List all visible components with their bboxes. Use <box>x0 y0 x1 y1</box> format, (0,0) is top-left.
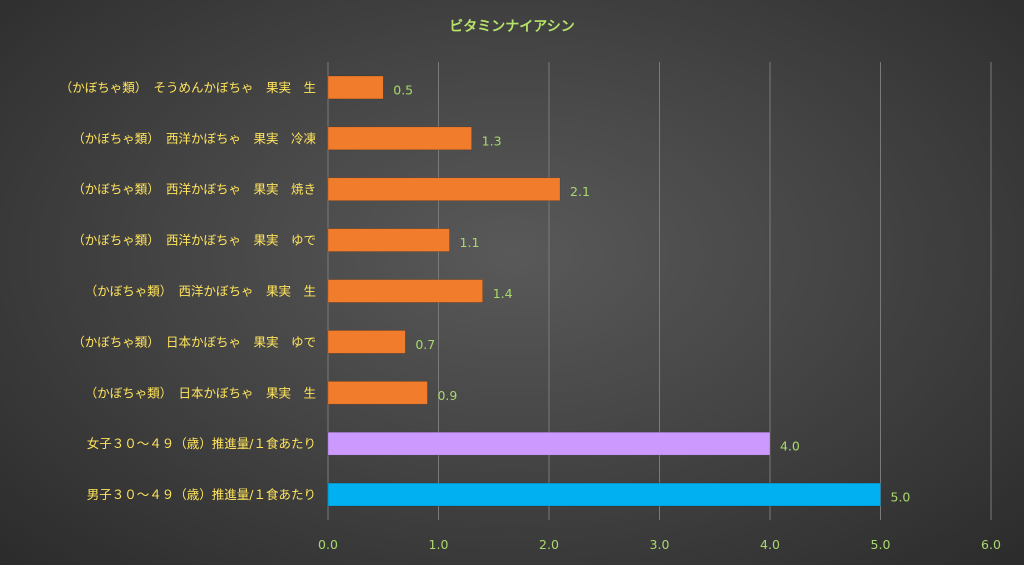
x-tick-label: 4.0 <box>760 537 780 552</box>
data-label: 2.1 <box>570 184 590 199</box>
bar <box>327 381 428 405</box>
bars <box>327 75 881 507</box>
category-labels: （かぼちゃ類） そうめんかぼちゃ 果実 生 （かぼちゃ類） 西洋かぼちゃ 果実 冷… <box>60 80 317 502</box>
x-tick-labels: 0.0 1.0 2.0 3.0 4.0 5.0 6.0 <box>318 537 1001 552</box>
bar <box>327 228 450 252</box>
category-label: （かぼちゃ類） 西洋かぼちゃ 果実 ゆで <box>72 233 316 248</box>
category-label: （かぼちゃ類） そうめんかぼちゃ 果実 生 <box>60 80 316 95</box>
bar <box>327 177 561 201</box>
bar <box>327 482 881 507</box>
category-label: （かぼちゃ類） 西洋かぼちゃ 果実 冷凍 <box>72 131 316 146</box>
bar <box>327 126 472 151</box>
x-tick-label: 6.0 <box>981 537 1001 552</box>
data-label: 0.7 <box>415 337 435 352</box>
category-label: （かぼちゃ類） 日本かぼちゃ 果実 ゆで <box>72 334 316 349</box>
bar <box>327 431 771 456</box>
bar <box>327 330 406 354</box>
chart-title: ビタミンナイアシン <box>449 19 574 35</box>
x-tick-label: 0.0 <box>318 537 338 552</box>
data-label: 0.9 <box>437 388 457 403</box>
category-label: （かぼちゃ類） 西洋かぼちゃ 果実 生 <box>85 284 316 299</box>
data-labels: 0.5 1.3 2.1 1.1 1.4 0.7 0.9 4.0 5.0 <box>393 82 910 504</box>
category-label: 男子３０～４９（歳）推進量/１食あたり <box>87 487 316 502</box>
x-tick-label: 1.0 <box>429 537 449 552</box>
data-label: 5.0 <box>891 490 911 505</box>
x-tick-label: 5.0 <box>871 537 891 552</box>
data-label: 0.5 <box>393 82 413 97</box>
bar <box>327 279 483 303</box>
data-label: 1.3 <box>482 133 502 148</box>
data-label: 1.4 <box>493 286 513 301</box>
data-label: 1.1 <box>460 235 480 250</box>
x-tick-label: 2.0 <box>539 537 559 552</box>
data-label: 4.0 <box>780 439 800 454</box>
category-label: （かぼちゃ類） 日本かぼちゃ 果実 生 <box>85 385 316 400</box>
bar <box>327 75 384 100</box>
x-tick-label: 3.0 <box>650 537 670 552</box>
category-label: 女子３０～４９（歳）推進量/１食あたり <box>87 436 316 451</box>
category-label: （かぼちゃ類） 西洋かぼちゃ 果実 焼き <box>72 182 316 197</box>
